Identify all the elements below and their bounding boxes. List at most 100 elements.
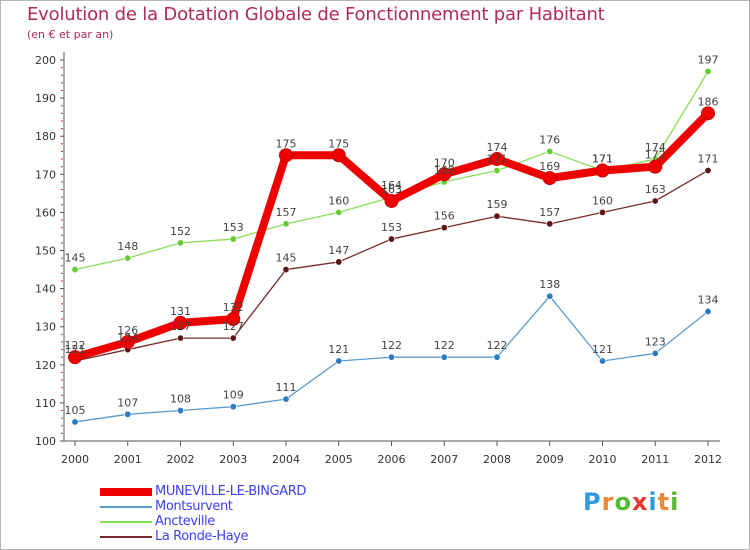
data-point	[387, 353, 395, 361]
legend-item[interactable]: MUNEVILLE-LE-BINGARD	[100, 484, 420, 499]
data-point	[493, 166, 501, 174]
data-label: 124	[117, 332, 138, 345]
data-label: 127	[223, 320, 244, 333]
data-point	[704, 67, 712, 75]
data-point	[598, 357, 606, 365]
data-point	[651, 349, 659, 357]
data-label: 105	[65, 404, 86, 417]
data-label: 169	[539, 160, 560, 173]
data-point	[71, 266, 79, 274]
x-tick-label: 2002	[167, 453, 195, 466]
logo-letter: r	[601, 488, 615, 516]
data-point	[124, 254, 132, 262]
data-point	[440, 224, 448, 232]
data-label: 170	[434, 156, 455, 169]
chart-subtitle: (en € et par an)	[27, 28, 114, 41]
data-point	[282, 220, 290, 228]
data-label: 108	[170, 393, 191, 406]
x-tick-label: 2001	[114, 453, 142, 466]
data-label: 157	[276, 206, 297, 219]
data-point	[493, 212, 501, 220]
legend-swatch	[100, 488, 152, 496]
legend-label: La Ronde-Haye	[155, 529, 249, 544]
data-label: 174	[487, 141, 508, 154]
y-tick-label: 100	[35, 435, 56, 448]
legend-label: Ancteville	[155, 514, 215, 529]
data-label: 127	[170, 320, 191, 333]
data-point	[704, 307, 712, 315]
data-label: 132	[223, 301, 244, 314]
data-point	[490, 152, 504, 167]
data-label: 164	[381, 179, 402, 192]
data-label: 171	[592, 152, 613, 165]
data-point	[704, 166, 712, 174]
data-label: 197	[698, 53, 719, 66]
data-point	[595, 163, 610, 178]
data-label: 123	[645, 335, 666, 348]
data-point	[546, 220, 554, 228]
data-point	[229, 334, 237, 342]
data-label: 157	[539, 206, 560, 219]
data-point	[279, 148, 293, 163]
y-tick-label: 130	[35, 321, 56, 334]
legend-label: MUNEVILLE-LE-BINGARD	[155, 484, 306, 499]
data-label: 107	[117, 396, 138, 409]
data-label: 176	[539, 133, 560, 146]
y-tick-label: 150	[35, 245, 56, 258]
data-point	[177, 239, 185, 247]
data-label: 175	[276, 137, 297, 150]
y-tick-label: 190	[35, 92, 56, 105]
data-label: 122	[434, 339, 455, 352]
data-point	[177, 407, 185, 415]
legend-label: Montsurvent	[155, 499, 233, 514]
data-label: 168	[434, 164, 455, 177]
data-point	[282, 266, 290, 274]
logo-letter: t	[657, 488, 671, 516]
data-label: 121	[328, 343, 349, 356]
data-label: 122	[487, 339, 508, 352]
y-tick-label: 110	[35, 397, 56, 410]
data-label: 156	[434, 210, 455, 223]
data-label: 153	[223, 221, 244, 234]
x-tick-label: 2003	[219, 453, 247, 466]
data-point	[546, 292, 554, 300]
data-point	[493, 353, 501, 361]
legend-item[interactable]: Montsurvent	[100, 499, 420, 514]
y-tick-label: 200	[35, 54, 56, 67]
logo-letter: i	[648, 488, 658, 516]
data-point	[542, 171, 557, 186]
data-point	[437, 167, 452, 182]
proxiti-logo[interactable]: Proxiti	[583, 488, 679, 516]
data-point	[384, 193, 399, 208]
legend: MUNEVILLE-LE-BINGARD Montsurvent Anctevi…	[100, 484, 420, 544]
data-point	[226, 312, 241, 327]
data-label: 121	[65, 343, 86, 356]
x-tick-label: 2008	[483, 453, 511, 466]
data-point	[173, 315, 188, 330]
x-tick-label: 2005	[325, 453, 353, 466]
data-label: 171	[698, 152, 719, 165]
data-label: 163	[381, 183, 402, 196]
data-point	[331, 148, 346, 163]
y-tick-label: 160	[35, 206, 56, 219]
data-point	[71, 418, 79, 426]
legend-item[interactable]: Ancteville	[100, 514, 420, 529]
legend-item[interactable]: La Ronde-Haye	[100, 529, 420, 544]
data-label: 111	[276, 381, 297, 394]
data-label: 172	[645, 149, 666, 162]
x-tick-label: 2012	[694, 453, 722, 466]
data-label: 175	[328, 137, 349, 150]
data-label: 126	[117, 324, 138, 337]
data-label: 147	[328, 244, 349, 257]
data-label: 174	[645, 141, 666, 154]
data-point	[598, 208, 606, 216]
logo-letter: P	[583, 488, 602, 516]
data-label: 131	[170, 305, 191, 318]
data-point	[648, 159, 663, 174]
data-label: 122	[65, 339, 86, 352]
data-point	[651, 197, 659, 205]
data-point	[120, 334, 135, 349]
data-label: 134	[698, 293, 719, 306]
